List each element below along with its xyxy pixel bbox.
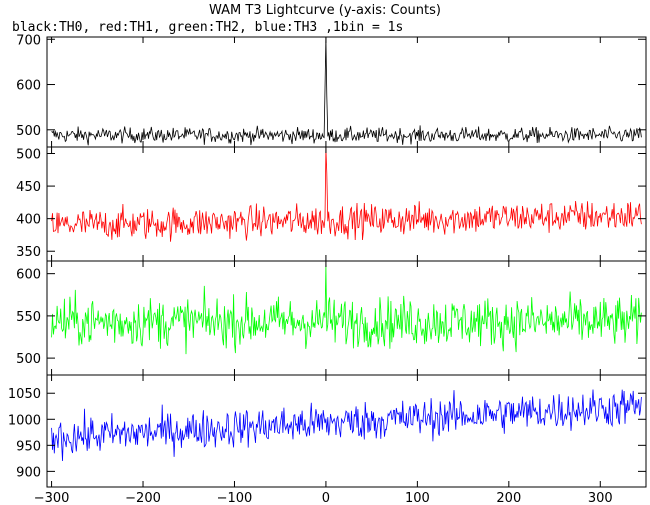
- y-tick-label: 450: [16, 180, 41, 195]
- x-axis: −300 −200 −100 0 100 200 300: [34, 491, 613, 505]
- y-tick-label: 400: [16, 213, 41, 228]
- panel-2: 500 550 600: [16, 260, 647, 376]
- panel-frame: [46, 260, 647, 376]
- panel-1: 350 400 450 500: [16, 146, 647, 262]
- x-tick-label: 100: [405, 491, 430, 505]
- y-tick-label: 950: [16, 439, 41, 454]
- y-tick-label: 1050: [8, 387, 41, 402]
- y-tick-label: 350: [16, 245, 41, 260]
- y-tick-label: 700: [16, 33, 41, 48]
- x-tick-label: −300: [34, 491, 70, 505]
- y-tick-label: 1000: [8, 413, 41, 428]
- x-tick-label: 0: [322, 491, 330, 505]
- series-line-0: [51, 37, 642, 146]
- series-line-3: [51, 389, 642, 462]
- chart-subtitle: black:TH0, red:TH1, green:TH2, blue:TH3 …: [12, 20, 403, 35]
- panel-frame: [46, 374, 647, 488]
- y-tick-label: 500: [16, 124, 41, 139]
- y-tick-label: 550: [16, 310, 41, 325]
- panel-frame: [46, 146, 647, 262]
- x-tick-label: 200: [496, 491, 521, 505]
- series-line-2: [51, 265, 642, 355]
- y-tick-label: 500: [16, 352, 41, 367]
- y-tick-label: 600: [16, 268, 41, 283]
- panel-0: 500 600 700: [16, 33, 647, 148]
- panel-3: 900 950 1000 1050: [8, 374, 647, 488]
- series-line-1: [51, 148, 642, 242]
- panels: 500 600 700 350 400 450 500 500 550 600 900 950 1000…: [8, 33, 647, 488]
- x-tick-label: 300: [588, 491, 613, 505]
- y-tick-label: 600: [16, 79, 41, 94]
- y-tick-label: 500: [16, 148, 41, 163]
- x-tick-label: −100: [217, 491, 253, 505]
- x-tick-label: −200: [125, 491, 161, 505]
- y-tick-label: 900: [16, 465, 41, 480]
- chart-title: WAM T3 Lightcurve (y-axis: Counts): [209, 3, 441, 18]
